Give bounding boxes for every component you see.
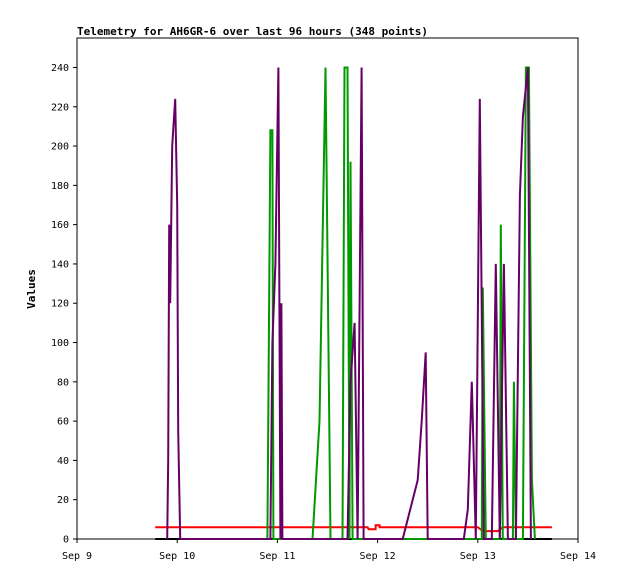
y-tick-label: 100 [51,338,69,349]
series-layer [155,66,552,540]
x-axis-ticks: Sep 9 Sep 10 Sep 11 Sep 12 Sep 13 Sep 14 [62,539,596,562]
series-line-1 [155,524,552,533]
y-tick-label: 0 [63,535,69,546]
y-tick-label: 80 [57,377,69,388]
x-tick-label: Sep 14 [560,551,596,562]
series-line-4 [166,67,532,540]
x-tick-label: Sep 9 [62,551,92,562]
y-axis-ticks: 0 20 40 60 80 100 120 140 160 180 200 220 240 [51,63,77,546]
series-line-3 [266,66,536,540]
y-axis-label: Values [25,269,38,309]
y-tick-label: 20 [57,495,69,506]
y-tick-label: 40 [57,456,69,467]
y-tick-label: 120 [51,299,69,310]
y-tick-label: 140 [51,259,69,270]
x-tick-label: Sep 12 [360,551,396,562]
x-tick-label: Sep 13 [460,551,496,562]
y-tick-label: 180 [51,181,69,192]
x-tick-label: Sep 11 [259,551,295,562]
y-tick-label: 160 [51,220,69,231]
x-tick-label: Sep 10 [159,551,195,562]
y-tick-label: 60 [57,417,69,428]
chart-title: Telemetry for AH6GR-6 over last 96 hours… [77,25,428,38]
y-tick-label: 200 [51,142,69,153]
y-tick-label: 220 [51,102,69,113]
y-tick-label: 240 [51,63,69,74]
